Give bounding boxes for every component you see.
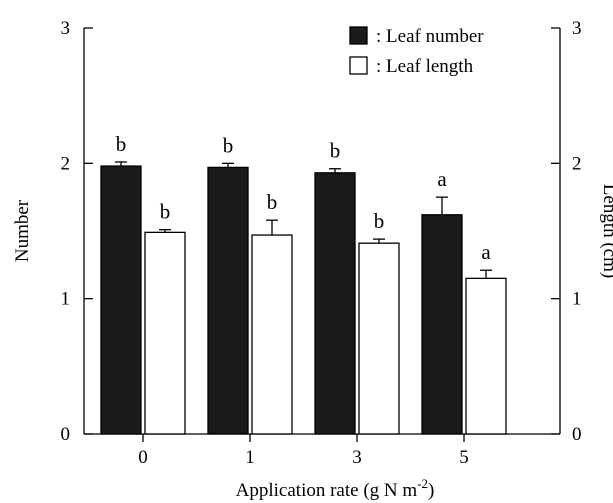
legend-label-leaf-number: : Leaf number xyxy=(376,26,484,47)
y-tick-label-left: 3 xyxy=(61,18,71,39)
bar-leaf-length xyxy=(144,231,186,435)
x-tick-label: 0 xyxy=(138,447,148,468)
bar-leaf-number xyxy=(100,165,142,435)
bar-leaf-length xyxy=(251,234,293,435)
y-tick-label-right: 1 xyxy=(572,289,582,310)
y-tick-label-right: 3 xyxy=(572,18,582,39)
x-axis-title-main: Application rate (g N m xyxy=(236,480,418,501)
legend: : Leaf number : Leaf length xyxy=(349,26,484,77)
bar-leaf-length xyxy=(358,242,400,435)
significance-label: b xyxy=(223,133,234,157)
x-tick-label: 3 xyxy=(352,447,362,468)
y-tick-label-right: 0 xyxy=(572,424,582,445)
significance-label: b xyxy=(374,209,385,233)
y-tick-label-left: 1 xyxy=(61,289,71,310)
significance-label: b xyxy=(116,132,127,156)
y-axis-title-left: Number xyxy=(12,199,33,262)
x-tick-label: 5 xyxy=(459,447,469,468)
x-axis-title-superscript: -2 xyxy=(417,476,428,491)
bar-leaf-number xyxy=(421,214,463,435)
significance-label: a xyxy=(437,167,447,191)
significance-label: b xyxy=(267,190,278,214)
bar-leaf-number xyxy=(314,172,356,435)
y-tick-label-right: 2 xyxy=(572,153,582,174)
axis-titles: Number Length (cm) Application rate (g N… xyxy=(12,184,613,501)
bar-leaf-length xyxy=(465,277,507,435)
x-axis-title-tail: ) xyxy=(428,480,434,501)
x-axis-title: Application rate (g N m-2) xyxy=(236,476,435,501)
bar-leaf-number xyxy=(207,166,249,435)
y-axis-title-right: Length (cm) xyxy=(599,184,613,278)
legend-swatch-leaf-length xyxy=(349,56,368,75)
bars: b b b a b b b a xyxy=(100,132,507,435)
y-tick-label-left: 2 xyxy=(61,153,71,174)
x-tick-label: 1 xyxy=(245,447,255,468)
significance-label: b xyxy=(330,139,341,163)
significance-label: b xyxy=(160,200,171,224)
legend-swatch-leaf-number xyxy=(349,26,368,45)
y-tick-label-left: 0 xyxy=(61,424,71,445)
significance-label: a xyxy=(481,240,491,264)
legend-label-leaf-length: : Leaf length xyxy=(376,56,474,77)
